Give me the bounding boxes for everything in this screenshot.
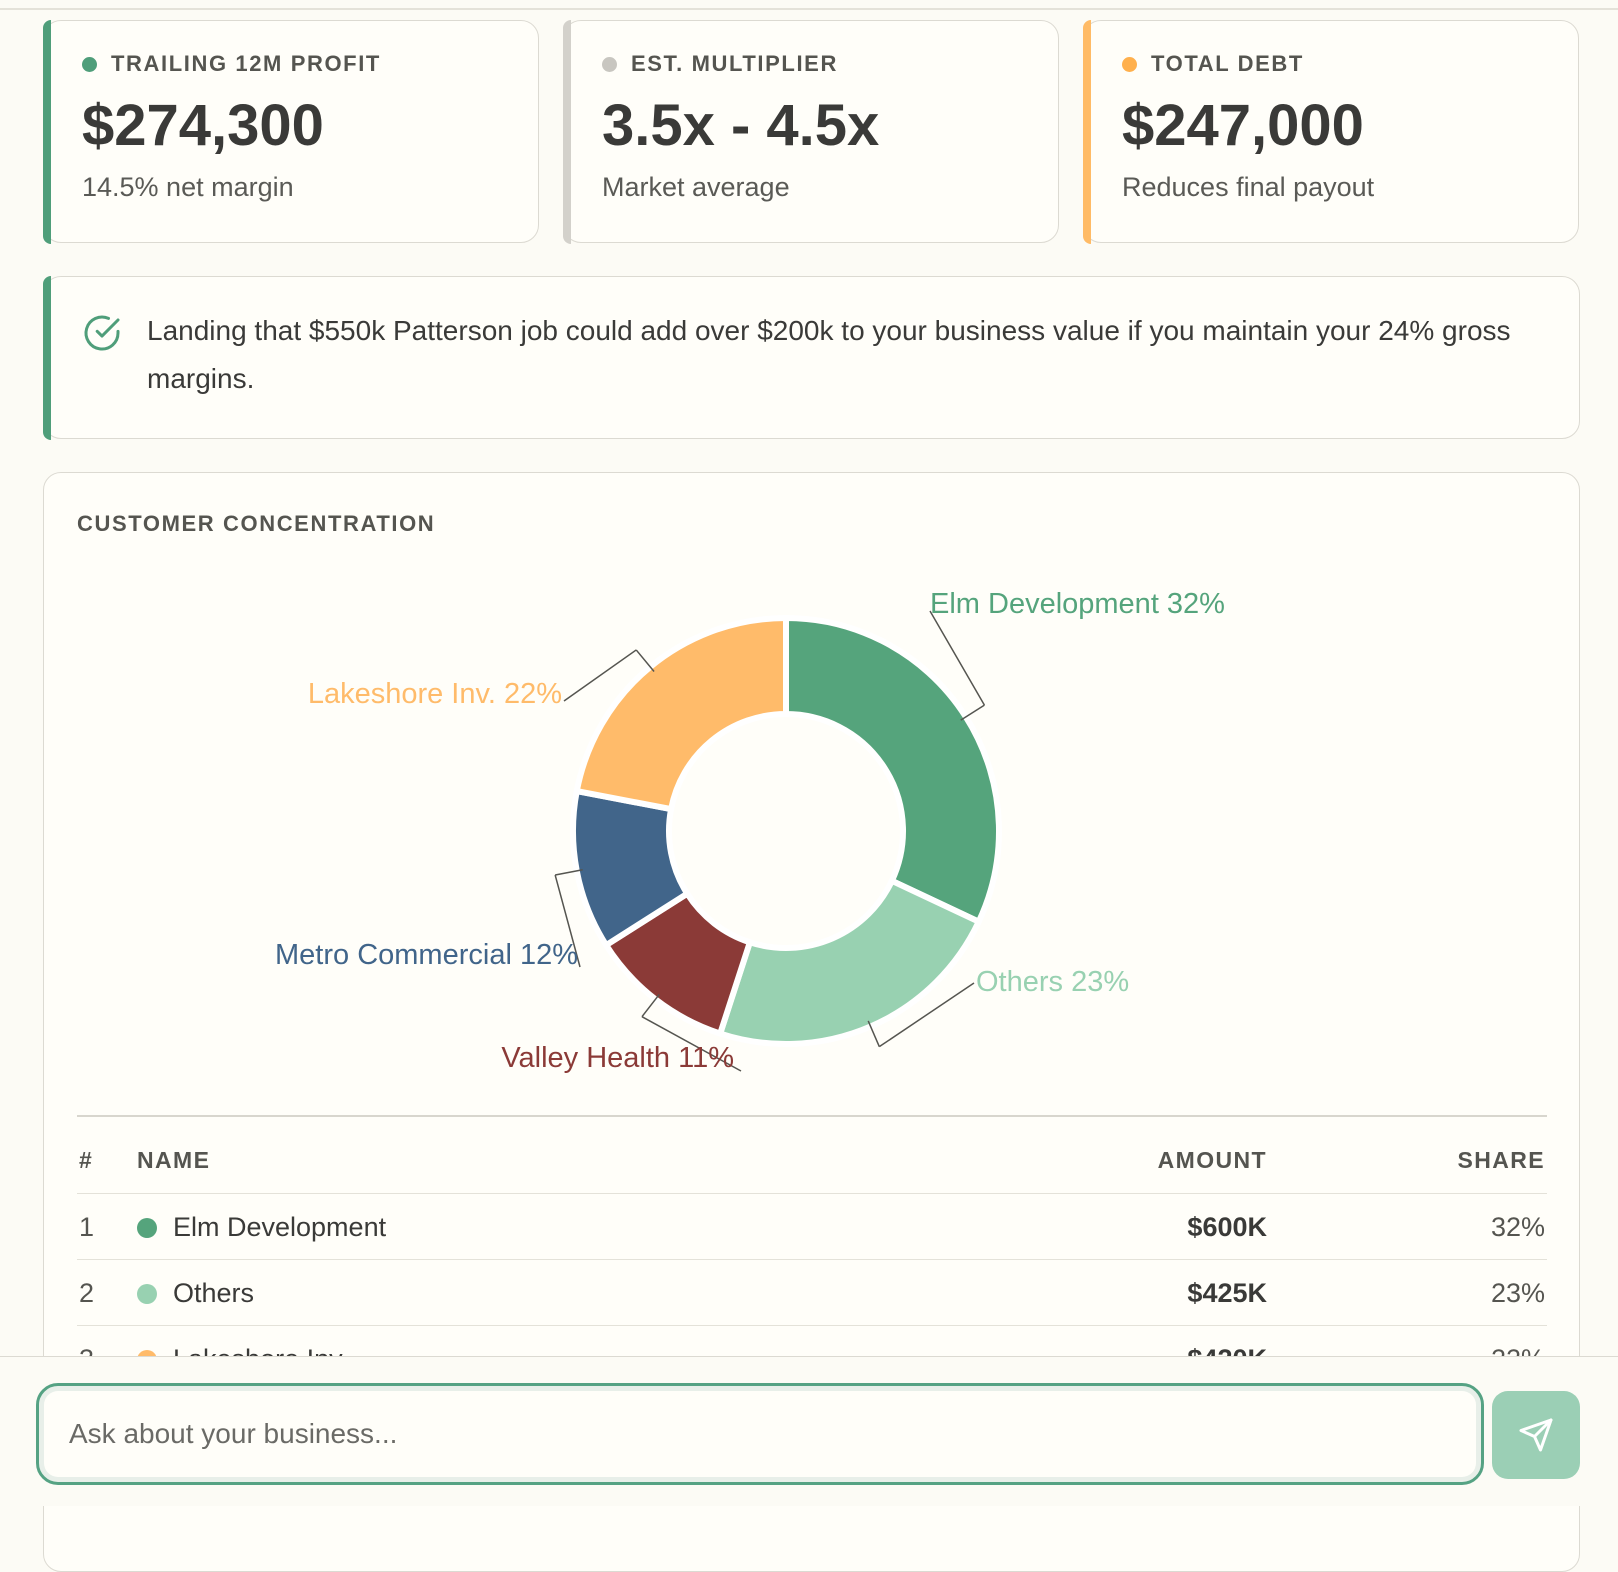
- donut-slice: [783, 614, 1002, 926]
- column-header-name: NAME: [137, 1147, 211, 1173]
- slice-label: Lakeshore Inv. 22%: [308, 678, 562, 710]
- column-header-share: SHARE: [1457, 1147, 1545, 1173]
- column-header-index: #: [79, 1147, 94, 1173]
- divider: [77, 1115, 1547, 1117]
- row-index: 1: [79, 1212, 95, 1242]
- customer-amount: $600K: [1187, 1212, 1267, 1242]
- kpi-card-debt: TOTAL DEBT $247,000 Reduces final payout: [1082, 19, 1579, 244]
- kpi-subtext: 14.5% net margin: [82, 172, 294, 202]
- table-header: # NAME AMOUNT SHARE: [77, 1117, 1547, 1194]
- label-leader-line: [929, 610, 986, 706]
- donut-slice: [573, 614, 789, 813]
- customer-donut-chart: Elm Development 32% Others 23% Valley Heal…: [275, 588, 1225, 1074]
- donut-slice: [716, 876, 983, 1047]
- label-leader-line: [563, 649, 637, 702]
- slice-label: Valley Health 11%: [501, 1042, 734, 1074]
- customer-name: Elm Development: [173, 1212, 387, 1242]
- column-header-amount: AMOUNT: [1157, 1147, 1267, 1173]
- kpi-card-multiplier: EST. MULTIPLIER 3.5x - 4.5x Market avera…: [562, 19, 1059, 244]
- kpi-row: TRAILING 12M PROFIT $274,300 14.5% net m…: [42, 19, 1580, 244]
- kpi-value: $247,000: [1122, 93, 1364, 158]
- status-dot: [82, 56, 97, 72]
- chat-input[interactable]: [69, 1412, 1449, 1456]
- section-title: CUSTOMER CONCENTRATION: [77, 511, 436, 536]
- insight-card: Landing that $550k Patterson job could a…: [42, 275, 1580, 440]
- kpi-value: 3.5x - 4.5x: [602, 93, 880, 158]
- customer-table: # NAME AMOUNT SHARE 1 Elm Development $6…: [77, 1115, 1547, 1392]
- label-leader-line: [635, 649, 655, 672]
- kpi-subtext: Market average: [602, 172, 790, 202]
- chat-bar: [0, 1356, 1618, 1506]
- status-dot: [1122, 56, 1137, 72]
- kpi-card-profit: TRAILING 12M PROFIT $274,300 14.5% net m…: [42, 19, 539, 244]
- slice-label: Others 23%: [976, 966, 1129, 998]
- top-divider: [0, 8, 1618, 10]
- label-leader-line: [960, 704, 985, 721]
- color-swatch: [137, 1217, 157, 1238]
- send-button[interactable]: [1492, 1391, 1580, 1479]
- table-row: 2 Others $425K 23%: [77, 1260, 1547, 1326]
- kpi-label: TRAILING 12M PROFIT: [111, 51, 381, 76]
- kpi-value: $274,300: [82, 93, 324, 158]
- customer-share: 32%: [1490, 1212, 1545, 1242]
- slice-label: Elm Development 32%: [930, 588, 1225, 620]
- label-leader-line: [555, 869, 583, 876]
- kpi-label: TOTAL DEBT: [1151, 51, 1304, 76]
- customer-amount: $425K: [1187, 1278, 1267, 1308]
- label-leader-line: [554, 874, 581, 968]
- check-circle-icon: [84, 315, 120, 351]
- send-icon: [1519, 1418, 1553, 1452]
- slice-label: Metro Commercial 12%: [275, 939, 578, 971]
- row-index: 2: [79, 1278, 95, 1308]
- label-leader-line: [867, 1020, 881, 1047]
- color-swatch: [137, 1283, 157, 1304]
- table-row: 1 Elm Development $600K 32%: [77, 1194, 1547, 1260]
- label-leader-line: [641, 994, 660, 1018]
- label-leader-line: [641, 1016, 742, 1072]
- customer-name: Others: [173, 1278, 255, 1308]
- kpi-subtext: Reduces final payout: [1122, 172, 1375, 202]
- customer-share: 23%: [1490, 1278, 1545, 1308]
- status-dot: [602, 56, 617, 72]
- label-leader-line: [878, 982, 975, 1048]
- insight-text: Landing that $550k Patterson job could a…: [147, 315, 1511, 394]
- chat-input-wrapper: [36, 1383, 1484, 1485]
- kpi-label: EST. MULTIPLIER: [631, 51, 838, 76]
